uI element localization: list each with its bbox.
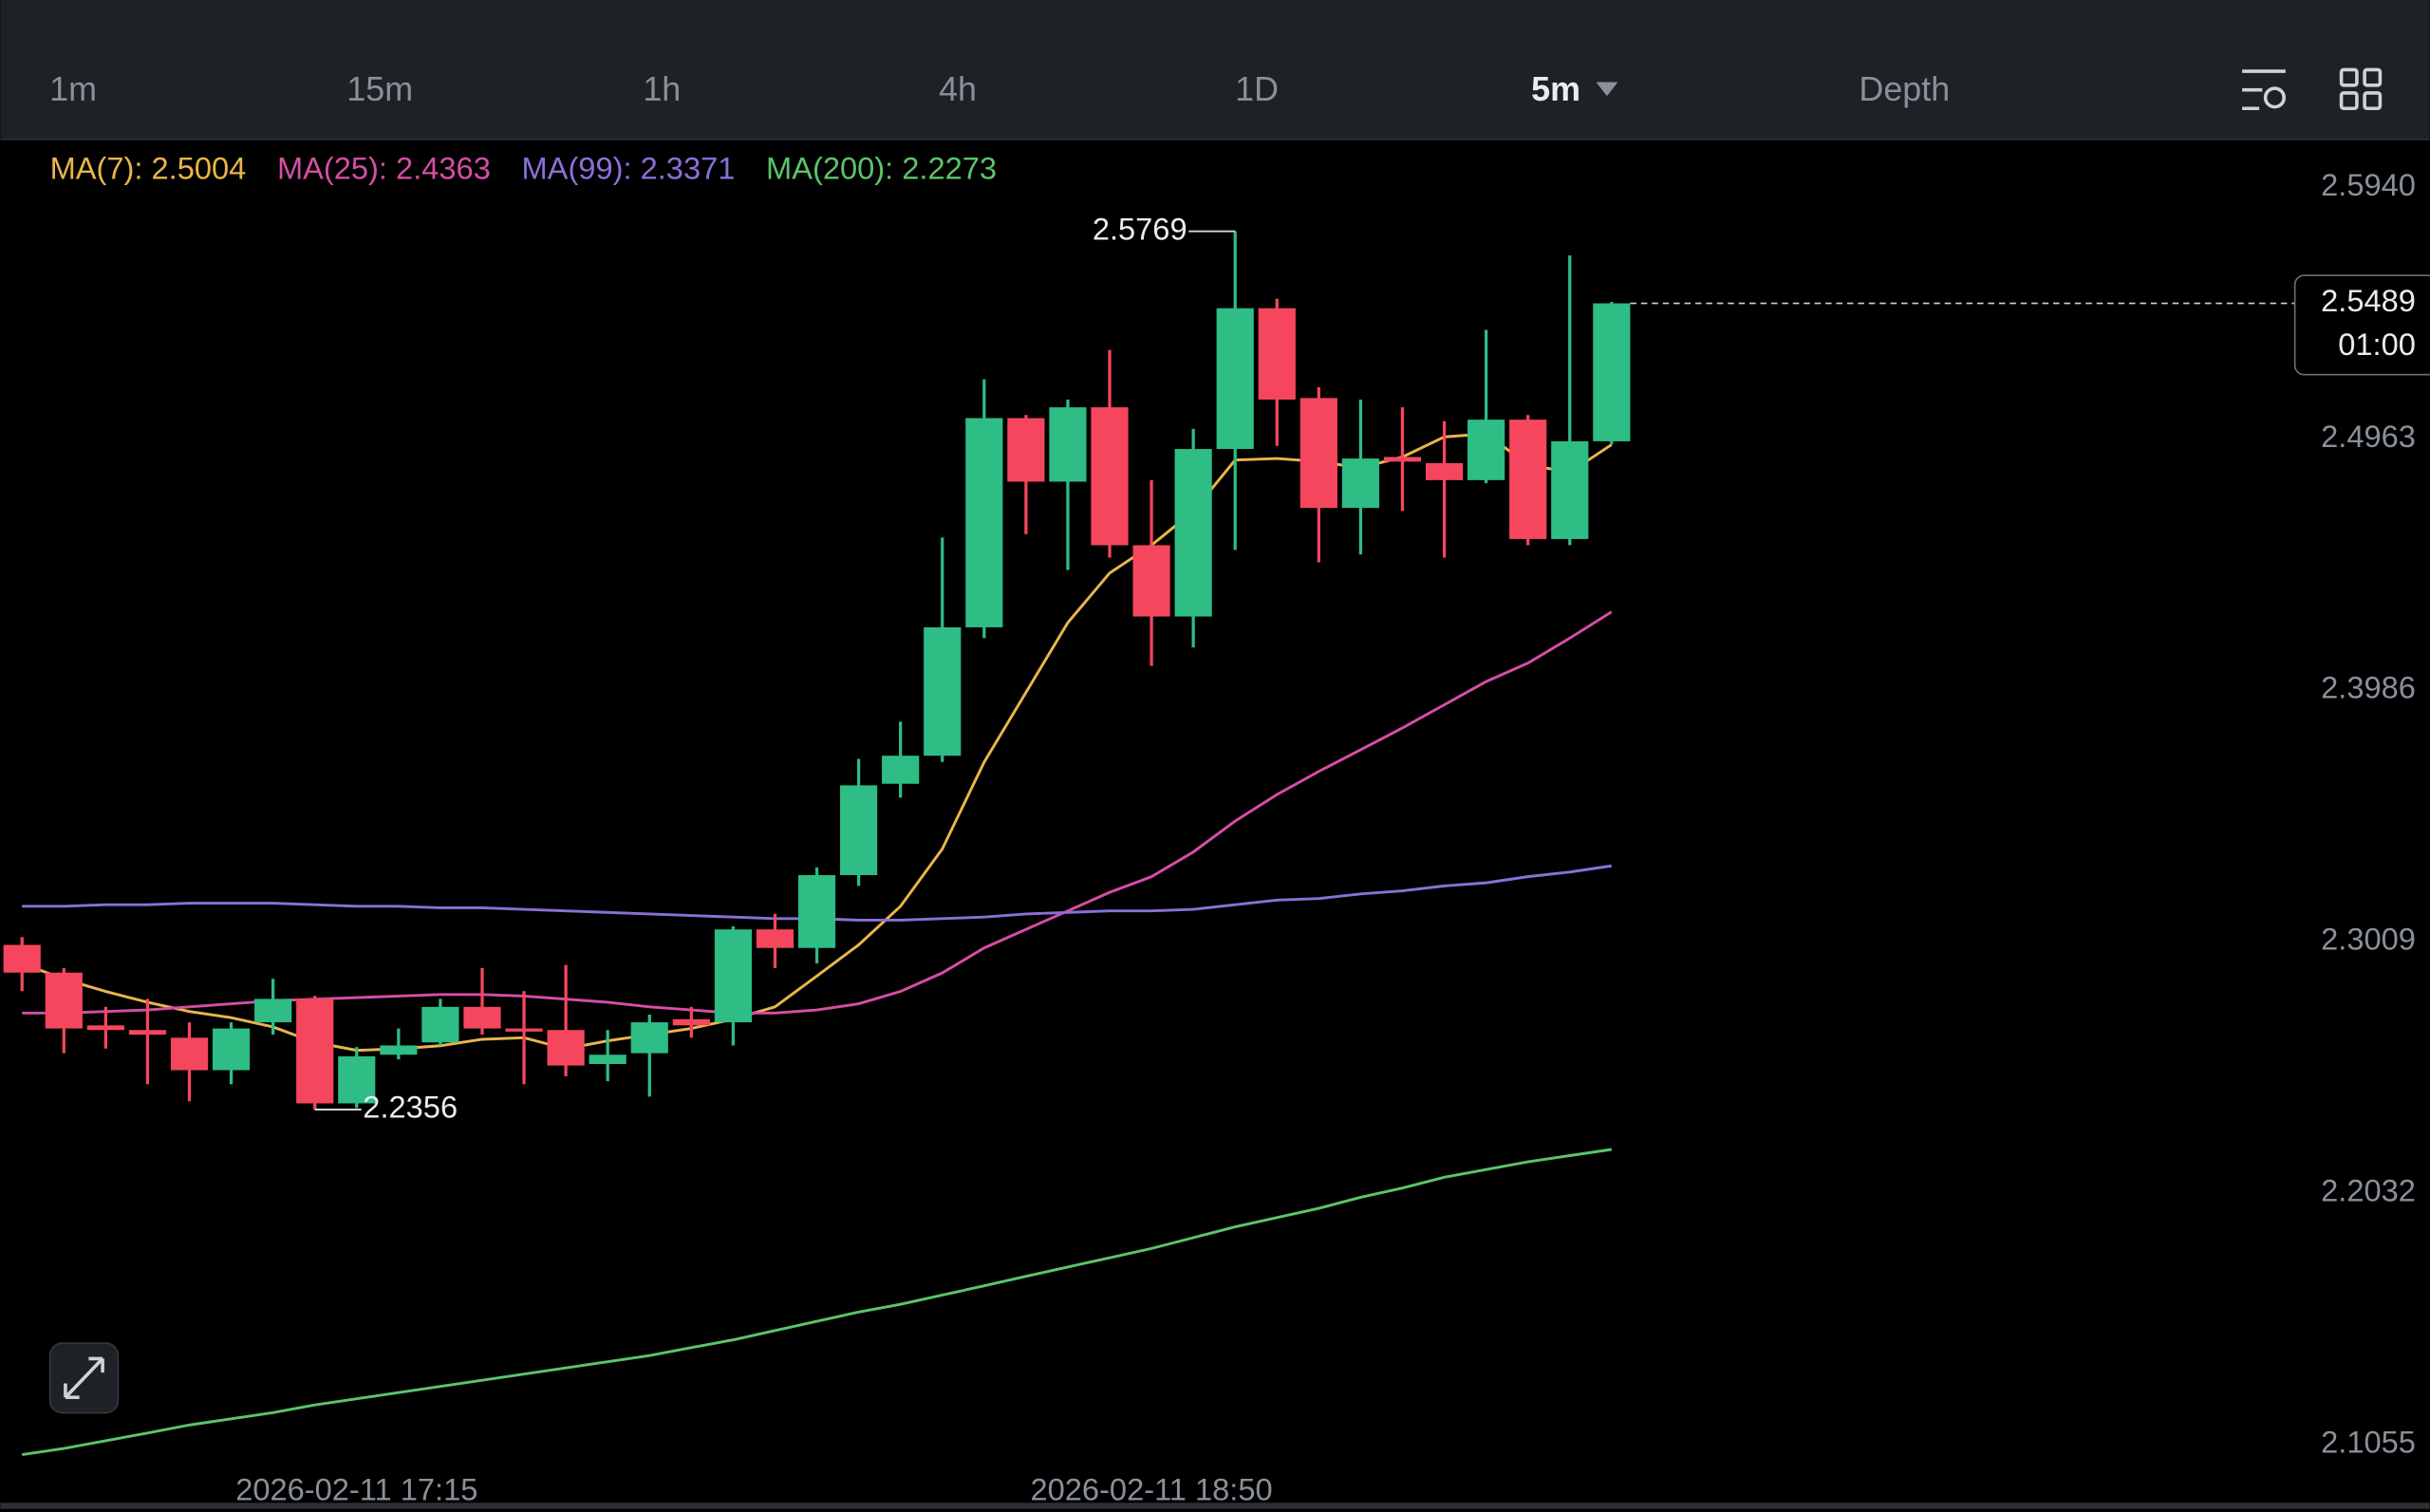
candle-body — [840, 785, 878, 876]
candle-body — [380, 1045, 418, 1055]
ma-legend-item: MA(7): 2.5004 — [50, 150, 247, 185]
y-tick-label: 2.1055 — [2321, 1424, 2416, 1459]
timeframe-tab[interactable]: Depth — [1859, 70, 1950, 108]
candle-body — [965, 418, 1003, 627]
candle-body — [924, 626, 962, 756]
candle-body — [1383, 457, 1422, 462]
candle-body — [1132, 545, 1170, 617]
high-label: 2.5769 — [1093, 211, 1187, 246]
ma-legend-item: MA(99): 2.3371 — [522, 150, 736, 185]
candle-body — [1299, 398, 1337, 509]
candle-body — [589, 1055, 626, 1064]
candle-body — [1007, 418, 1045, 482]
candle-body — [128, 1030, 167, 1036]
candle-body — [505, 1028, 543, 1032]
timeframe-tab[interactable]: 4h — [939, 70, 977, 108]
x-tick-label: 2026-02-11 18:50 — [1030, 1471, 1272, 1506]
moving-average-line — [22, 1148, 1613, 1456]
plot — [3, 231, 1631, 1456]
candle-body — [1174, 449, 1212, 617]
candle-body — [1258, 308, 1296, 400]
candle-body — [45, 972, 83, 1029]
candle-body — [1551, 440, 1589, 539]
timeframe-tab[interactable]: 1h — [643, 70, 681, 108]
countdown-label: 01:00 — [2338, 327, 2416, 362]
y-tick-label: 2.2032 — [2321, 1172, 2416, 1207]
low-label: 2.2356 — [363, 1090, 458, 1125]
candle-body — [212, 1028, 251, 1071]
top-bar — [0, 0, 2430, 140]
candle-body — [756, 929, 794, 948]
ma-legend: MA(7): 2.5004 MA(25): 2.4363 MA(99): 2.337… — [50, 150, 997, 185]
candle-body — [421, 1006, 459, 1043]
timeframe-tab[interactable]: 1m — [49, 70, 97, 108]
dropdown-caret — [1596, 82, 1618, 97]
candle-body — [170, 1037, 209, 1071]
candle-body — [338, 1055, 376, 1104]
candle-body — [1509, 420, 1547, 539]
candle-body — [1425, 462, 1464, 480]
candle-body — [1467, 420, 1505, 480]
y-tick-label: 2.3986 — [2321, 670, 2416, 705]
candle-body — [672, 1018, 710, 1026]
candle-body — [882, 756, 920, 784]
y-tick-label: 2.4963 — [2321, 419, 2416, 454]
candle-body — [1216, 308, 1254, 450]
candle-body — [86, 1025, 124, 1031]
candle-body — [296, 999, 334, 1104]
candle-body — [797, 875, 836, 948]
candle-body — [630, 1022, 668, 1054]
candle-body — [547, 1030, 585, 1066]
candle-body — [463, 1006, 501, 1029]
fullscreen-button[interactable] — [48, 1342, 120, 1414]
timeframe-tab[interactable]: 5m — [1531, 70, 1580, 108]
last-price-tag — [2293, 274, 2430, 376]
y-tick-label: 2.5940 — [2321, 167, 2416, 202]
layout-icon[interactable] — [2339, 67, 2383, 111]
candle-body — [714, 929, 752, 1023]
timeframe-tab[interactable]: 15m — [346, 70, 413, 108]
y-tick-label: 2.3009 — [2321, 922, 2416, 957]
ma-legend-item: MA(200): 2.2273 — [766, 150, 997, 185]
candle-body — [1049, 407, 1087, 482]
candle-body — [3, 944, 41, 973]
last-price-label: 2.5489 — [2321, 283, 2416, 318]
indicator-icon[interactable] — [2242, 69, 2286, 111]
timeframe-tab[interactable]: 1D — [1235, 70, 1279, 108]
candle-body — [1091, 407, 1129, 546]
candle-body — [254, 999, 292, 1023]
x-tick-label: 2026-02-11 17:15 — [235, 1471, 477, 1506]
candle-body — [1593, 303, 1631, 441]
candle-body — [1341, 458, 1380, 509]
ma-legend-item: MA(25): 2.4363 — [277, 150, 491, 185]
